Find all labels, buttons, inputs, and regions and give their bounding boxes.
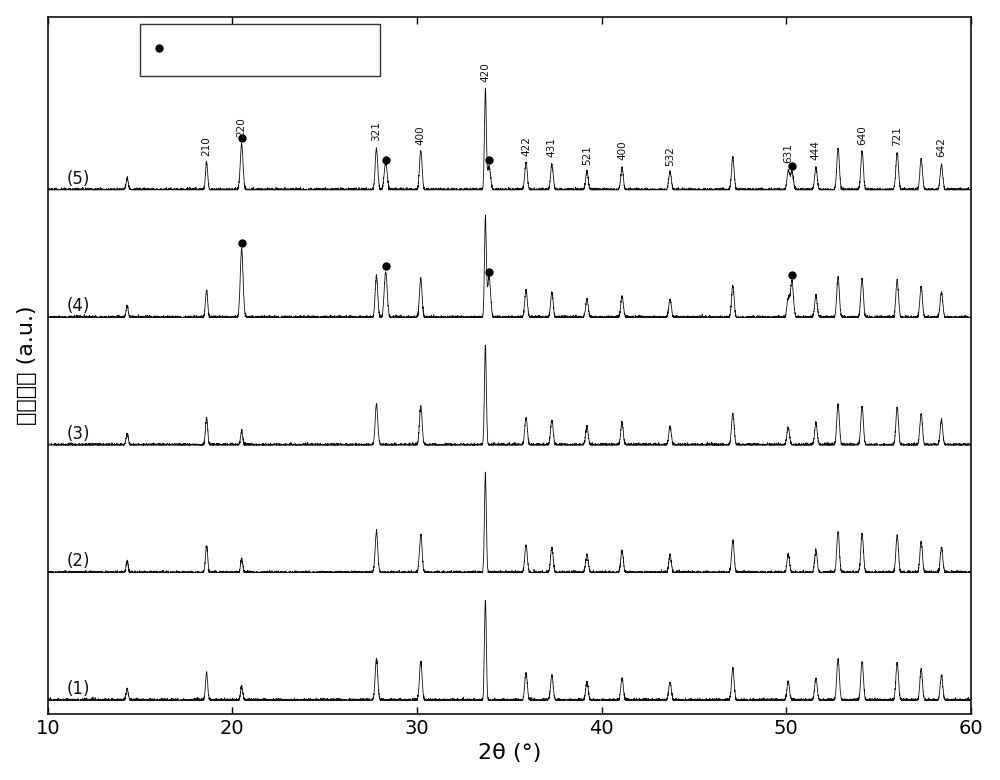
Text: 532: 532 (665, 146, 675, 165)
Text: 210: 210 (202, 136, 212, 156)
Text: 400: 400 (416, 125, 426, 144)
Text: (4): (4) (66, 297, 90, 315)
Text: 420: 420 (480, 62, 490, 83)
X-axis label: 2θ (°): 2θ (°) (478, 743, 541, 764)
Y-axis label: 发光强度 (a.u.): 发光强度 (a.u.) (17, 306, 37, 425)
Text: (3): (3) (66, 425, 90, 443)
Text: 400: 400 (617, 140, 627, 160)
Text: 444: 444 (811, 140, 821, 160)
Text: 220: 220 (237, 117, 247, 136)
Text: 642: 642 (936, 137, 946, 157)
Text: 521: 521 (582, 145, 592, 165)
Text: 631: 631 (783, 143, 793, 162)
Bar (140, 23, 380, 76)
Text: 721: 721 (892, 126, 902, 146)
Text: (2): (2) (66, 552, 90, 570)
Text: 431: 431 (547, 136, 557, 157)
Text: 640: 640 (857, 126, 867, 145)
Text: : YBO$_3$: : YBO$_3$ (182, 38, 240, 58)
Text: 321: 321 (371, 121, 381, 141)
Text: 422: 422 (521, 136, 531, 155)
Text: (5): (5) (66, 169, 90, 187)
Text: (1): (1) (66, 680, 90, 698)
